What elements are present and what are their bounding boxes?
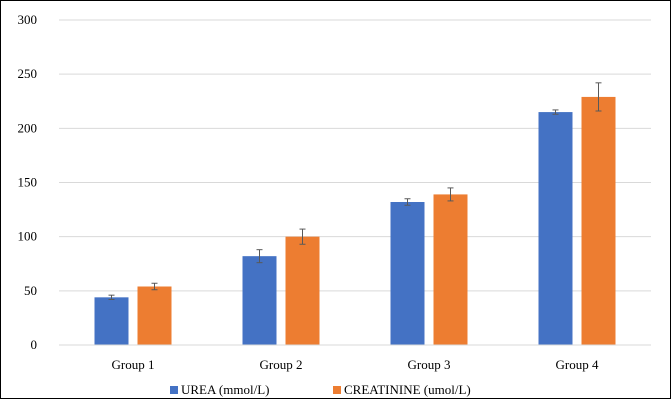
- bar-urea: [94, 297, 129, 345]
- category-labels: Group 1 Group 2 Group 3 Group 4: [112, 357, 599, 372]
- category-label: Group 3: [408, 357, 451, 372]
- bar-urea: [242, 256, 277, 345]
- category-label: Group 1: [112, 357, 155, 372]
- category-label: Group 2: [260, 357, 303, 372]
- y-tick-label: 100: [18, 229, 38, 244]
- bar-urea: [538, 112, 573, 345]
- y-tick-label: 0: [31, 337, 38, 352]
- bar-creatinine: [581, 96, 616, 346]
- bar-creatinine: [433, 194, 468, 345]
- bar-creatinine: [285, 236, 320, 345]
- legend-swatch: [333, 386, 341, 394]
- y-tick-label: 300: [18, 12, 38, 27]
- category-label: Group 4: [556, 357, 599, 372]
- error-bars: [108, 82, 602, 300]
- y-axis-ticks: 0 50 100 150 200 250 300: [18, 12, 38, 352]
- y-tick-label: 250: [18, 66, 38, 81]
- y-tick-label: 50: [24, 283, 37, 298]
- legend-label: CREATININE (umol/L): [344, 382, 471, 397]
- y-tick-label: 150: [18, 175, 38, 190]
- bars: [94, 96, 616, 346]
- y-tick-label: 200: [18, 120, 38, 135]
- bar-urea: [390, 202, 425, 345]
- bar-creatinine: [137, 286, 172, 345]
- legend-swatch: [170, 386, 178, 394]
- legend-label: UREA (mmol/L): [181, 382, 269, 397]
- legend: UREA (mmol/L) CREATININE (umol/L): [170, 382, 471, 397]
